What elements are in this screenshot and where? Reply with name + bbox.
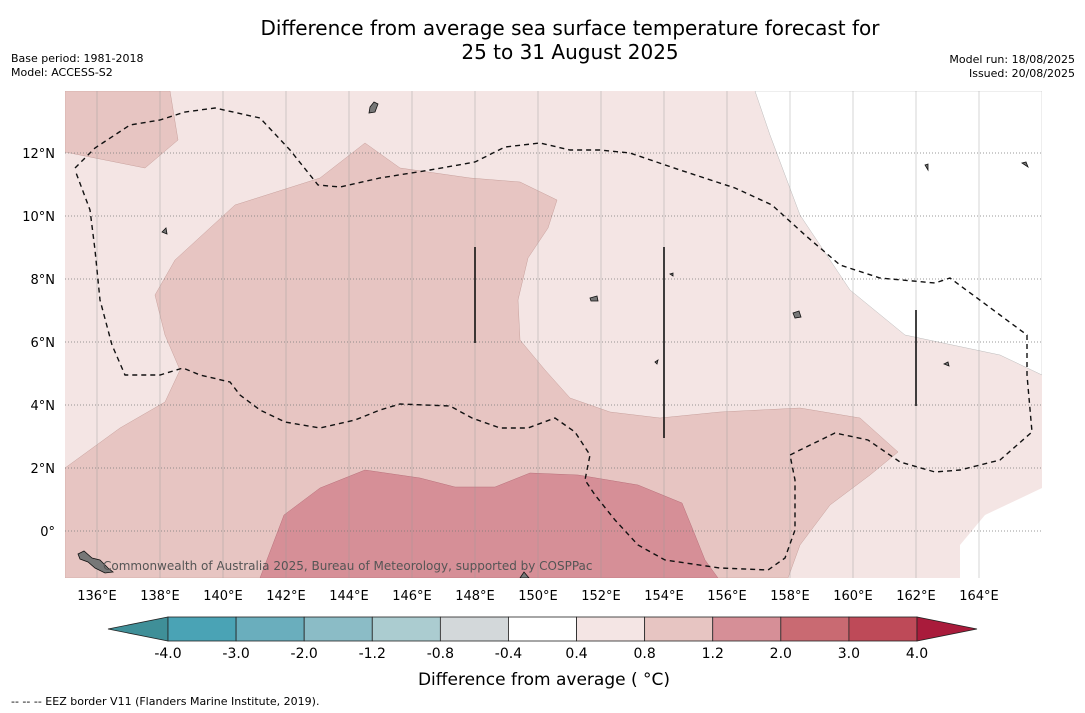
colorbar-segment — [371, 616, 441, 642]
base-period: Base period: 1981-2018 — [11, 52, 144, 65]
lon-tick-labels: 136°E 138°E 140°E 142°E 144°E 146°E 148°… — [77, 589, 999, 604]
lat-tick: 8°N — [31, 273, 56, 288]
lat-tick-labels: 12°N 10°N 8°N 6°N 4°N 2°N 0° — [22, 147, 55, 540]
islands — [77, 101, 1029, 578]
lat-tick: 2°N — [31, 462, 56, 477]
colorbar: -4.0 -3.0 -2.0 -1.2 -0.8 -0.4 0.4 0.8 1.2 2.0 3.0 4… — [107, 616, 978, 662]
colorbar-segment — [508, 616, 577, 642]
title-line-1: Difference from average sea surface temp… — [260, 16, 880, 40]
colorbar-label: Difference from average ( °C) — [417, 670, 671, 690]
lon-tick: 146°E — [392, 589, 432, 604]
colorbar-under-triangle — [107, 616, 169, 642]
lat-tick: 0° — [40, 525, 55, 540]
colorbar-tick: 4.0 — [906, 646, 928, 662]
model-name: Model: ACCESS-S2 — [11, 66, 113, 79]
colorbar-segment — [235, 616, 305, 642]
lat-tick: 4°N — [31, 399, 56, 414]
lat-gridlines — [65, 152, 1042, 532]
colorbar-tick: -2.0 — [291, 646, 318, 662]
lon-tick: 160°E — [833, 589, 873, 604]
colorbar-segment — [576, 616, 646, 642]
colorbar-tick: 2.0 — [770, 646, 792, 662]
colorbar-segment — [712, 616, 782, 642]
eez-footnote: -- -- -- EEZ border V11 (Flanders Marine… — [11, 695, 320, 708]
no-anomaly-region-sw — [960, 488, 1042, 578]
vertical-markers — [474, 247, 917, 438]
colorbar-tick: 0.4 — [565, 646, 587, 662]
colorbar-segment — [644, 616, 714, 642]
colorbar-segment — [167, 616, 237, 642]
anomaly-1.2-2.0-region — [259, 469, 719, 578]
lon-tick: 148°E — [455, 589, 495, 604]
eez-border — [74, 107, 1033, 571]
lon-tick: 158°E — [770, 589, 810, 604]
lon-tick: 136°E — [77, 589, 117, 604]
meta-left: Base period: 1981-2018 Model: ACCESS-S2 — [11, 52, 143, 80]
lat-tick: 6°N — [31, 336, 56, 351]
copyright-text: Commonwealth of Australia 2025, Bureau o… — [103, 559, 593, 573]
meta-right: Model run: 18/08/2025 Issued: 20/08/2025 — [949, 53, 1075, 81]
lat-tick: 10°N — [22, 210, 55, 225]
colorbar-tick: -3.0 — [222, 646, 249, 662]
colorbar-segment — [439, 616, 509, 642]
lon-tick: 144°E — [329, 589, 369, 604]
lon-tick: 150°E — [518, 589, 558, 604]
lon-tick: 156°E — [707, 589, 747, 604]
colorbar-segment — [848, 616, 918, 642]
issued-date: Issued: 20/08/2025 — [968, 67, 1075, 80]
lat-tick: 12°N — [22, 147, 55, 162]
colorbar-segments — [167, 616, 918, 642]
lon-tick: 140°E — [203, 589, 243, 604]
lon-tick: 142°E — [266, 589, 306, 604]
lon-tick: 162°E — [896, 589, 936, 604]
no-anomaly-region — [754, 91, 1042, 376]
model-run: Model run: 18/08/2025 — [949, 53, 1075, 66]
lon-tick: 138°E — [140, 589, 180, 604]
colorbar-tick-labels: -4.0 -3.0 -2.0 -1.2 -0.8 -0.4 0.4 0.8 1.2 2.0 3.0 4… — [154, 646, 928, 662]
colorbar-tick: 0.8 — [634, 646, 656, 662]
lon-tick: 164°E — [959, 589, 999, 604]
colorbar-tick: 3.0 — [838, 646, 860, 662]
lon-tick: 152°E — [581, 589, 621, 604]
colorbar-over-triangle — [916, 616, 978, 642]
title-line-2: 25 to 31 August 2025 — [461, 40, 679, 64]
anomaly-0.8-1.2-region — [65, 142, 899, 578]
map-title: Difference from average sea surface temp… — [170, 16, 970, 64]
colorbar-segment — [303, 616, 373, 642]
colorbar-tick: -1.2 — [359, 646, 386, 662]
anomaly-0.8-1.2-region-nw — [65, 91, 179, 169]
colorbar-segment — [780, 616, 850, 642]
colorbar-tick: -4.0 — [154, 646, 181, 662]
lon-tick: 154°E — [644, 589, 684, 604]
colorbar-tick: -0.4 — [495, 646, 522, 662]
colorbar-tick: -0.8 — [427, 646, 454, 662]
colorbar-tick: 1.2 — [702, 646, 724, 662]
map-area: Commonwealth of Australia 2025, Bureau o… — [65, 91, 1042, 578]
